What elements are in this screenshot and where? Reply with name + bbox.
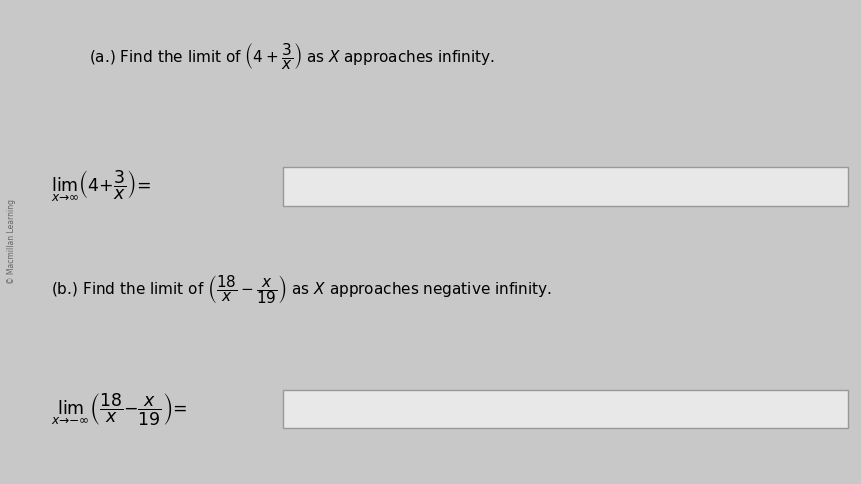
Text: $\lim_{x \to -\infty} \left(\dfrac{18}{x} - \dfrac{x}{19}\right) =$: $\lim_{x \to -\infty} \left(\dfrac{18}{x… xyxy=(51,391,187,427)
Text: (a.) Find the limit of $\left(4 + \dfrac{3}{x}\right)$ as $X$ approaches infinit: (a.) Find the limit of $\left(4 + \dfrac… xyxy=(89,41,495,71)
FancyBboxPatch shape xyxy=(283,390,848,428)
Text: (b.) Find the limit of $\left(\dfrac{18}{x} - \dfrac{x}{19}\right)$ as $X$ appro: (b.) Find the limit of $\left(\dfrac{18}… xyxy=(51,273,552,306)
Text: © Macmillan Learning: © Macmillan Learning xyxy=(7,199,15,285)
Text: $\lim_{x \to \infty} \left(4 + \dfrac{3}{x}\right) =$: $\lim_{x \to \infty} \left(4 + \dfrac{3}… xyxy=(51,168,151,204)
FancyBboxPatch shape xyxy=(283,167,848,206)
